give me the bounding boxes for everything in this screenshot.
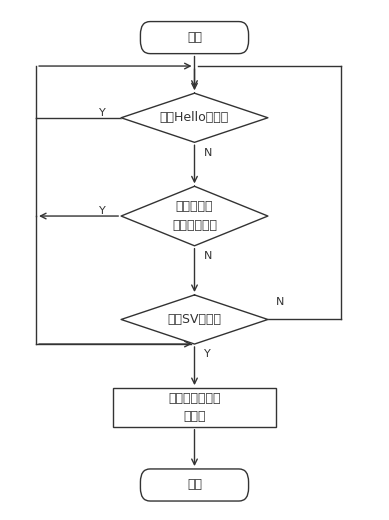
Text: 开始: 开始 [187, 31, 202, 44]
Text: 个节点: 个节点 [183, 410, 206, 423]
Polygon shape [121, 186, 268, 246]
Text: N: N [204, 251, 212, 261]
Text: Y: Y [99, 108, 106, 118]
Text: 收到Hello消息？: 收到Hello消息？ [160, 111, 229, 124]
Text: 结束: 结束 [187, 478, 202, 491]
Text: 的数据分组？: 的数据分组？ [172, 219, 217, 232]
Polygon shape [121, 93, 268, 142]
Bar [113, 388, 276, 427]
FancyBboxPatch shape [140, 21, 249, 54]
FancyBboxPatch shape [140, 469, 249, 501]
Polygon shape [121, 295, 268, 344]
Text: Y: Y [204, 349, 211, 359]
Text: 收到给自己: 收到给自己 [176, 200, 213, 213]
Text: Y: Y [99, 206, 106, 216]
Text: N: N [276, 296, 284, 307]
Text: N: N [204, 148, 212, 158]
Text: 收到SV消息？: 收到SV消息？ [168, 313, 221, 326]
Text: 确定：遇到另一: 确定：遇到另一 [168, 392, 221, 405]
